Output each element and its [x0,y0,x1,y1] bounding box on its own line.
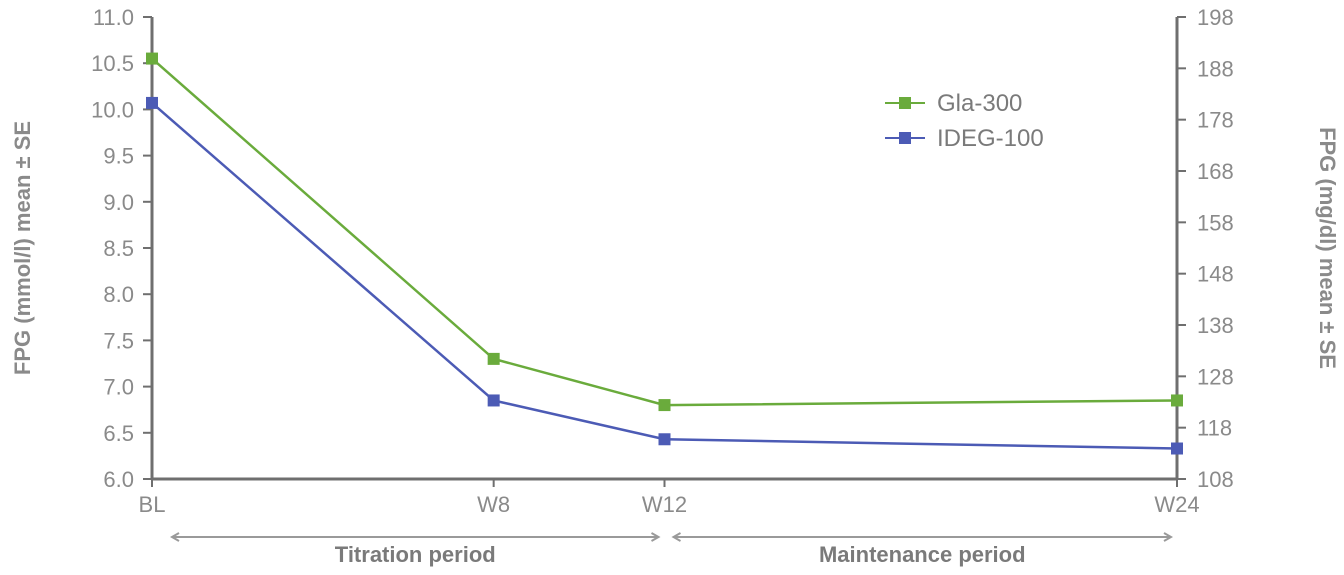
data-point-gla-300 [487,352,500,365]
period-brackets: Titration period Maintenance period [169,532,1174,567]
period-arrow-right [1163,532,1174,542]
left-y-tick-label: 6.5 [103,421,134,446]
left-y-tick-label: 6.0 [103,467,134,492]
x-ticks: BL W8 W12 W24 [139,479,1200,517]
series-ideg-100 [146,96,1183,455]
x-tick-label: W12 [642,492,687,517]
right-y-tick-label: 168 [1197,159,1234,184]
left-y-tick-label: 9.0 [103,190,134,215]
period-arrow-right [651,532,661,542]
left-axis-title: FPG (mmol/l) mean ± SE [10,121,35,375]
right-y-tick-label: 118 [1197,416,1232,441]
right-y-tick-label: 158 [1197,210,1234,235]
data-point-gla-300 [658,399,671,412]
series-line-gla-300 [151,57,1178,407]
left-y-tick-label: 7.5 [103,328,134,353]
period-arrow-left [671,532,681,542]
legend-item-ideg-100: IDEG-100 [885,125,1044,152]
data-point-ideg-100 [1171,442,1183,455]
right-y-tick-label: 178 [1197,108,1234,133]
left-y-tick-label: 7.0 [103,375,134,400]
right-y-tick-label: 198 [1197,5,1234,30]
right-y-tick-label: 138 [1197,313,1234,338]
left-y-tick-label: 9.5 [103,144,134,169]
legend-item-gla-300: Gla-300 [885,90,1022,117]
right-y-tick-label: 188 [1197,56,1234,81]
right-y-ticks: 108 118 128 138 148 158 168 178 188 198 [1177,5,1234,492]
left-y-tick-label: 8.0 [103,282,134,307]
x-tick-label: W24 [1154,492,1199,517]
period-label: Maintenance period [819,542,1026,567]
data-point-ideg-100 [146,96,158,109]
legend-label-gla-300: Gla-300 [937,90,1022,117]
x-tick-label: BL [139,492,166,517]
left-y-tick-label: 8.5 [103,236,134,261]
right-y-tick-label: 148 [1197,262,1234,287]
legend-label-ideg-100: IDEG-100 [937,125,1044,152]
legend: Gla-300 IDEG-100 [885,90,1044,152]
data-point-ideg-100 [487,394,500,407]
data-point-gla-300 [146,52,158,65]
right-y-tick-label: 128 [1197,364,1234,389]
left-y-tick-label: 10.5 [91,51,134,76]
series-gla-300 [146,52,1183,412]
left-y-ticks: 6.0 6.5 7.0 7.5 8.0 8.5 9.0 9.5 10.0 10.5 11.0 [91,5,152,492]
data-point-gla-300 [1171,394,1183,407]
right-y-tick-label: 108 [1197,467,1234,492]
period-label: Titration period [335,542,496,567]
left-y-tick-label: 10.0 [91,97,134,122]
right-axis-title: FPG (mg/dl) mean ± SE [1315,127,1340,369]
x-tick-label: W8 [477,492,510,517]
period-arrow-left [169,532,180,542]
series-lines [146,52,1183,455]
left-y-tick-label: 11.0 [93,5,134,30]
data-point-ideg-100 [658,433,671,446]
series-line-ideg-100 [151,101,1178,450]
